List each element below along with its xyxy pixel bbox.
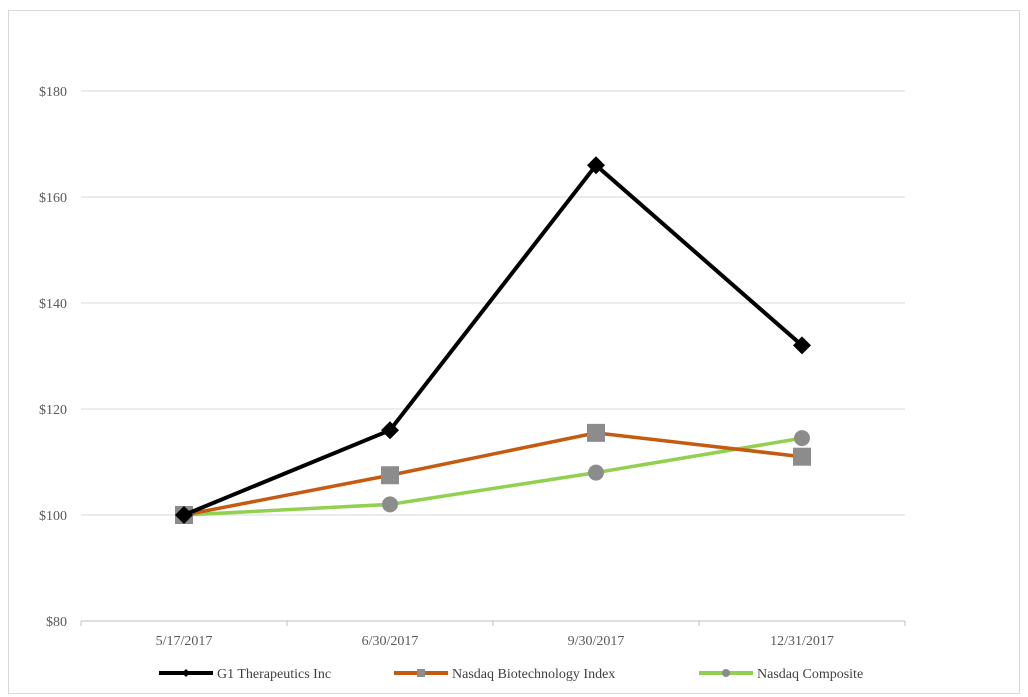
data-point-diamond: [587, 156, 605, 175]
legend: G1 Therapeutics Inc Nasdaq Biotechnology …: [159, 667, 863, 682]
data-point-circle: [722, 669, 730, 677]
series-lines: [175, 156, 811, 524]
legend-label: Nasdaq Biotechnology Index: [452, 667, 615, 682]
y-tick-label: $140: [39, 297, 67, 312]
series-2: [176, 430, 810, 523]
x-tick-label: 6/30/2017: [362, 634, 419, 649]
legend-label: Nasdaq Composite: [757, 667, 863, 682]
y-tick-label: $80: [46, 615, 67, 630]
series-line: [183, 431, 803, 517]
y-tick-label: $120: [39, 403, 67, 418]
data-point-circle: [382, 496, 398, 513]
x-tick-label: 5/17/2017: [156, 634, 213, 649]
y-tick-label: $180: [39, 85, 67, 100]
chart-frame: $80 $100 $120 $140 $160 $180 5/17/2017 6/30/201…: [8, 10, 1020, 694]
data-point-diamond: [182, 669, 190, 677]
axes: $80 $100 $120 $140 $160 $180 5/17/2017 6/30/201…: [39, 85, 906, 649]
data-point-square: [417, 669, 425, 677]
line-chart: $80 $100 $120 $140 $160 $180 5/17/2017 6/30/201…: [39, 85, 906, 682]
series-line: [183, 163, 804, 517]
x-tick-label: 12/31/2017: [770, 634, 834, 649]
data-point-circle: [588, 464, 604, 481]
y-tick-label: $160: [39, 191, 67, 206]
data-point-square: [381, 466, 399, 485]
legend-item: Nasdaq Biotechnology Index: [394, 667, 615, 682]
data-point-circle: [794, 430, 810, 447]
series-0: [175, 156, 811, 524]
data-point-square: [793, 447, 811, 466]
gridlines: [81, 90, 905, 516]
legend-item: Nasdaq Composite: [699, 667, 863, 682]
data-point-square: [587, 423, 605, 442]
legend-item: G1 Therapeutics Inc: [159, 667, 331, 682]
y-tick-label: $100: [39, 509, 67, 524]
data-point-diamond: [793, 336, 811, 355]
series-line: [183, 436, 803, 517]
data-point-diamond: [175, 506, 193, 524]
x-tick-label: 9/30/2017: [568, 634, 625, 649]
data-point-diamond: [381, 421, 399, 440]
legend-label: G1 Therapeutics Inc: [217, 667, 331, 682]
